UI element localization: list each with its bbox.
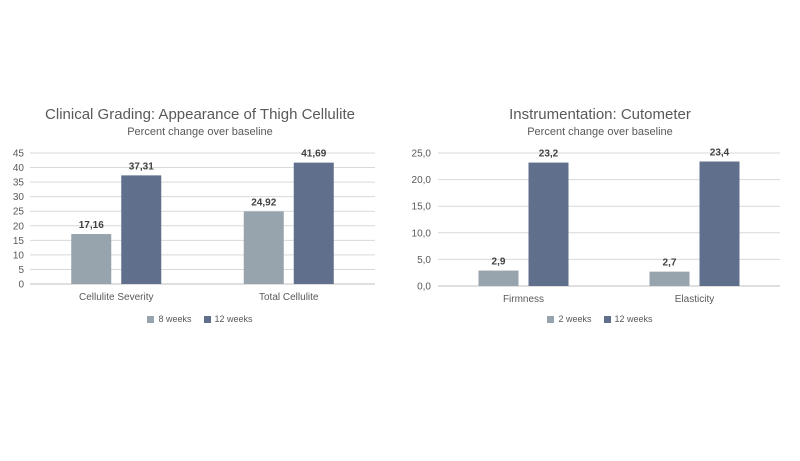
legend-swatch (147, 315, 155, 323)
legend-swatch (547, 315, 555, 323)
bar (478, 270, 519, 286)
y-tick-label: 30 (13, 192, 25, 203)
category-label: Total Cellulite (259, 292, 319, 303)
y-tick-label: 40 (13, 163, 25, 174)
legend-label: 2 weeks (558, 314, 592, 324)
legend-item: 12 weeks (603, 314, 653, 324)
y-tick-label: 20,0 (412, 175, 432, 186)
category-label: Firmness (503, 294, 544, 305)
bar (121, 175, 162, 284)
y-tick-label: 20 (13, 221, 25, 232)
bar (528, 162, 569, 286)
y-tick-label: 25,0 (412, 149, 432, 160)
y-tick-label: 15 (13, 236, 25, 247)
legend-swatch (203, 315, 211, 323)
data-label: 2,9 (492, 257, 506, 268)
legend-label: 12 weeks (614, 314, 653, 324)
data-label: 41,69 (301, 149, 326, 160)
y-tick-label: 15,0 (412, 202, 432, 213)
y-tick-label: 10,0 (412, 228, 432, 239)
category-label: Cellulite Severity (79, 292, 153, 303)
chart-subtitle: Percent change over baseline (127, 126, 273, 138)
data-label: 24,92 (251, 197, 276, 208)
y-tick-label: 5,0 (417, 255, 431, 266)
legend: 2 weeks 12 weeks (400, 314, 800, 324)
category-label: Elasticity (675, 294, 714, 305)
bar (243, 211, 284, 284)
cutometer-chart: Instrumentation: Cutometer Percent chang… (400, 100, 800, 340)
data-label: 23,4 (710, 148, 730, 159)
bar (649, 271, 690, 286)
cellulite-chart: Clinical Grading: Appearance of Thigh Ce… (0, 100, 400, 340)
data-label: 2,7 (663, 258, 677, 269)
chart-title: Instrumentation: Cutometer (509, 106, 691, 123)
legend: 8 weeks 12 weeks (0, 314, 400, 324)
data-label: 37,31 (129, 161, 154, 172)
bar (293, 162, 334, 284)
legend-label: 8 weeks (158, 314, 192, 324)
legend-swatch (603, 315, 611, 323)
chart-subtitle: Percent change over baseline (527, 126, 673, 138)
data-label: 23,2 (539, 149, 559, 160)
y-tick-label: 5 (18, 265, 24, 276)
bar (699, 161, 740, 286)
legend-item: 8 weeks (147, 314, 192, 324)
bar (71, 234, 112, 284)
y-tick-label: 0,0 (417, 282, 431, 293)
y-tick-label: 0 (18, 280, 24, 291)
y-tick-label: 25 (13, 207, 25, 218)
y-tick-label: 35 (13, 178, 25, 189)
cutometer-plot: 0,0 5,0 10,0 15,0 20,0 25,0 2,9 23,2 Firmness 2,7… (412, 148, 780, 305)
legend-item: 12 weeks (203, 314, 253, 324)
chart-title: Clinical Grading: Appearance of Thigh Ce… (45, 106, 355, 123)
data-label: 17,16 (79, 220, 104, 231)
y-tick-label: 10 (13, 250, 25, 261)
legend-item: 2 weeks (547, 314, 592, 324)
cellulite-plot: 0 5 10 15 20 25 30 35 40 45 17,16 37,31 Cellulite Se… (13, 149, 375, 303)
legend-label: 12 weeks (214, 314, 253, 324)
y-tick-label: 45 (13, 149, 25, 160)
